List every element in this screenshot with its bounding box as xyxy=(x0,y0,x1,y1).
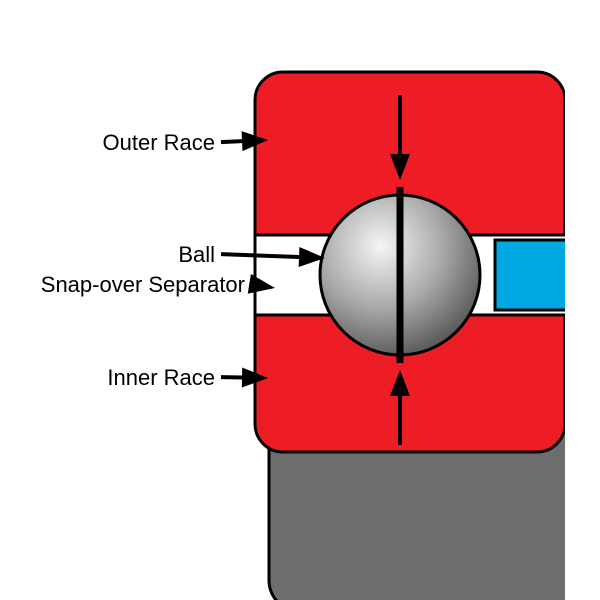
label-ball: Ball xyxy=(178,242,215,268)
diagram-stage: Outer Race Ball Snap-over Separator Inne… xyxy=(0,0,600,600)
bearing-cross-section-svg xyxy=(0,0,600,600)
label-outer-race: Outer Race xyxy=(103,130,216,156)
label-snap-over-separator: Snap-over Separator xyxy=(41,272,245,298)
label-inner-race: Inner Race xyxy=(107,365,215,391)
